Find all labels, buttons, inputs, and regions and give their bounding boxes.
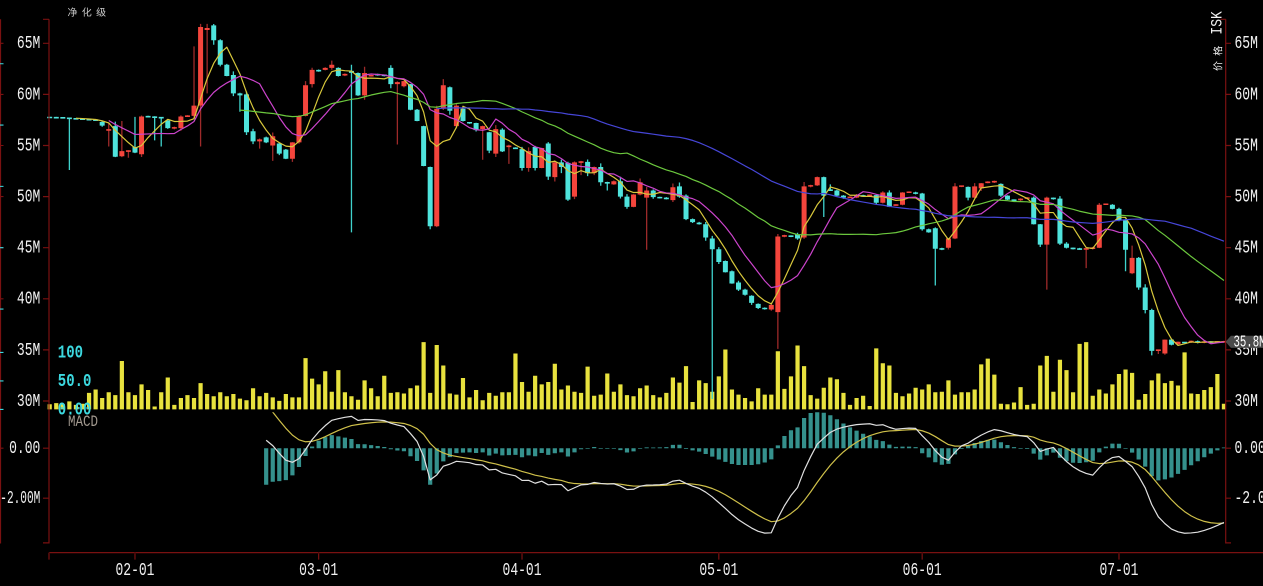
svg-text:02-01: 02-01 xyxy=(115,561,154,581)
svg-text:65M: 65M xyxy=(1235,34,1258,54)
svg-text:100: 100 xyxy=(58,343,83,363)
svg-text:07-01: 07-01 xyxy=(1099,561,1138,581)
svg-text:45M: 45M xyxy=(1235,239,1258,259)
svg-text:45M: 45M xyxy=(17,239,40,259)
svg-text:03-01: 03-01 xyxy=(299,561,338,581)
svg-text:60M: 60M xyxy=(17,85,40,105)
svg-text:35M: 35M xyxy=(17,341,40,361)
svg-text:40M: 40M xyxy=(17,290,40,310)
svg-text:05-01: 05-01 xyxy=(699,561,738,581)
svg-text:40M: 40M xyxy=(1235,290,1258,310)
svg-text:50.0: 50.0 xyxy=(58,372,92,392)
svg-text:50M: 50M xyxy=(1235,188,1258,208)
svg-text:-2.00M: -2.00M xyxy=(0,489,40,509)
svg-text:65M: 65M xyxy=(17,34,40,54)
svg-text:60M: 60M xyxy=(1235,85,1258,105)
svg-text:35.8M: 35.8M xyxy=(1234,334,1263,353)
svg-text:06-01: 06-01 xyxy=(903,561,942,581)
svg-text:ISK: ISK xyxy=(1209,11,1227,35)
svg-text:-2.00M: -2.00M xyxy=(1235,489,1263,509)
svg-text:55M: 55M xyxy=(1235,136,1258,156)
svg-text:0.00: 0.00 xyxy=(58,400,92,420)
svg-text:55M: 55M xyxy=(17,136,40,156)
svg-text:0.00: 0.00 xyxy=(1235,439,1263,459)
svg-text:30M: 30M xyxy=(17,392,40,412)
svg-text:30M: 30M xyxy=(1235,392,1258,412)
svg-text:50M: 50M xyxy=(17,188,40,208)
svg-text:04-01: 04-01 xyxy=(503,561,542,581)
svg-text:MACD: MACD xyxy=(68,413,98,431)
svg-text:0.00: 0.00 xyxy=(9,439,40,459)
